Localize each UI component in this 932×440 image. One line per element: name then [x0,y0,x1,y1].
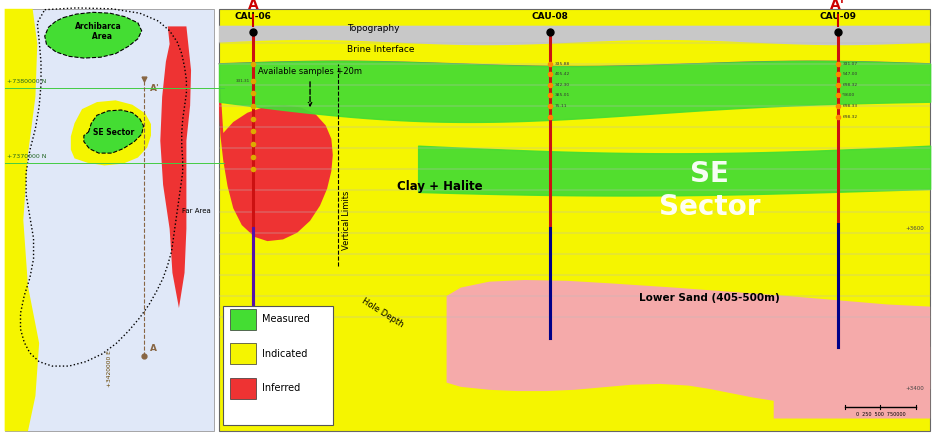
Text: Archibarca
   Area: Archibarca Area [75,22,121,41]
Text: Lower Sand (405-500m): Lower Sand (405-500m) [639,293,780,303]
Text: Brine Interface: Brine Interface [347,45,415,54]
Text: SE Sector: SE Sector [93,128,134,136]
Polygon shape [446,280,930,403]
Polygon shape [219,64,333,241]
Text: CAU-08: CAU-08 [531,11,569,21]
FancyBboxPatch shape [219,9,930,431]
Text: CAU-06: CAU-06 [235,11,271,21]
FancyBboxPatch shape [230,309,256,330]
Text: +3400: +3400 [906,386,925,392]
Text: +7380000 N: +7380000 N [7,80,46,84]
Text: *3600: *3600 [843,93,856,97]
Text: 405.42: 405.42 [555,72,569,76]
Text: Vertical Limits: Vertical Limits [342,191,351,249]
Text: +3420000 E: +3420000 E [107,350,113,387]
Text: SE
Sector: SE Sector [659,160,761,220]
Text: A: A [150,345,158,353]
Text: 385.01: 385.01 [555,93,569,97]
Text: Available samples +20m: Available samples +20m [258,67,362,106]
FancyBboxPatch shape [5,9,214,431]
Polygon shape [71,100,151,165]
Polygon shape [219,26,930,45]
FancyBboxPatch shape [230,378,256,399]
Text: 698.32: 698.32 [843,114,857,118]
Text: 698.33: 698.33 [843,104,857,108]
Text: A: A [248,0,258,12]
Polygon shape [5,9,39,431]
Text: A': A' [150,84,159,92]
Text: 0  250  500  750000: 0 250 500 750000 [856,412,905,417]
Text: 547.00: 547.00 [843,72,857,76]
Text: +3600: +3600 [906,226,925,231]
Polygon shape [774,347,930,418]
Text: 335.88: 335.88 [555,62,569,66]
Text: Clay + Halite: Clay + Halite [397,180,482,193]
Text: Hole Depth: Hole Depth [360,297,405,329]
Text: 331.31: 331.31 [235,79,250,83]
Text: A': A' [830,0,845,12]
Text: Measured: Measured [262,315,309,324]
Text: CAU-09: CAU-09 [819,11,857,21]
Text: 331.07: 331.07 [843,62,857,66]
FancyBboxPatch shape [230,343,256,364]
Text: 75.11: 75.11 [555,104,567,108]
Text: +7370000 N: +7370000 N [7,154,46,159]
FancyBboxPatch shape [223,306,333,425]
Polygon shape [45,12,142,58]
Text: 698.32: 698.32 [843,83,857,87]
Text: 342.30: 342.30 [555,83,569,87]
Polygon shape [84,110,144,153]
Text: Inferred: Inferred [262,383,300,393]
Polygon shape [160,26,191,308]
Text: Topography: Topography [347,24,400,33]
Text: Indicated: Indicated [262,349,308,359]
Text: Far Area: Far Area [182,208,211,214]
